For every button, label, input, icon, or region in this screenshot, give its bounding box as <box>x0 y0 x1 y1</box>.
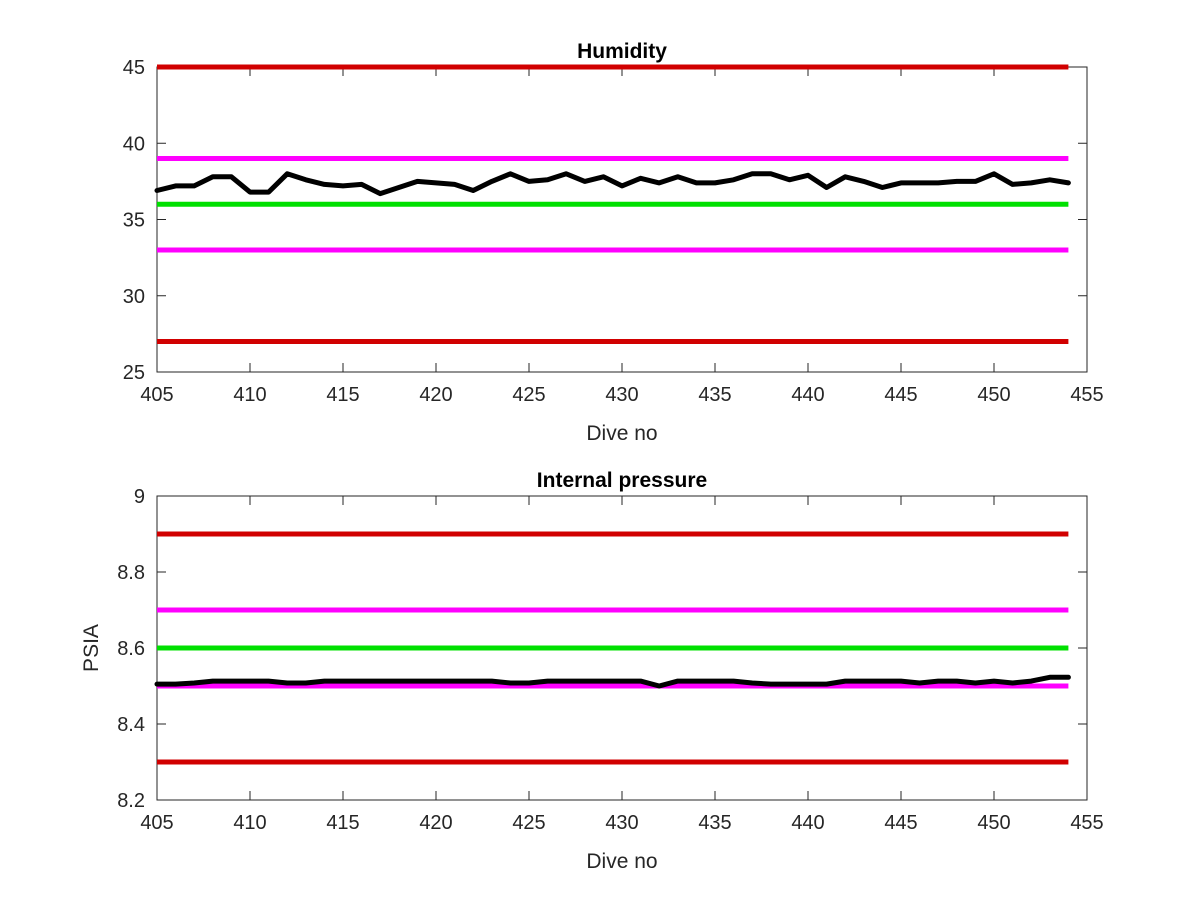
x-tick-label: 450 <box>977 812 1010 834</box>
x-tick-label: 420 <box>419 812 452 834</box>
y-axis-label: PSIA <box>80 624 103 672</box>
x-tick-label: 445 <box>884 812 917 834</box>
x-tick-label: 455 <box>1070 812 1103 834</box>
x-tick-label: 410 <box>233 812 266 834</box>
y-tick-label: 8.6 <box>117 638 145 660</box>
x-tick-label: 430 <box>605 384 638 406</box>
data-series-line <box>154 674 1071 689</box>
chart-panel-1: 405 410 415 420 425 430 435 440 445 450 455 25 30 35 4… <box>123 40 1104 445</box>
y-tick-label: 8.4 <box>117 714 145 736</box>
x-tick-label: 440 <box>791 812 824 834</box>
x-tick-label: 410 <box>233 384 266 406</box>
y-tick-label: 8.2 <box>117 790 145 812</box>
x-axis-label: Dive no <box>586 422 657 445</box>
x-tick-label: 405 <box>140 384 173 406</box>
x-tick-label: 440 <box>791 384 824 406</box>
x-tick-label: 415 <box>326 812 359 834</box>
chart-title: Internal pressure <box>537 469 707 492</box>
x-tick-label: 425 <box>512 812 545 834</box>
x-tick-label: 415 <box>326 384 359 406</box>
axes-box <box>156 66 1088 373</box>
y-tick-label: 30 <box>123 286 145 308</box>
x-tick-label: 435 <box>698 812 731 834</box>
y-tick-label: 45 <box>123 57 145 79</box>
y-tick-label: 9 <box>134 486 145 508</box>
x-tick-label: 455 <box>1070 384 1103 406</box>
x-tick-label: 405 <box>140 812 173 834</box>
data-series-line <box>154 171 1071 197</box>
x-tick-label: 430 <box>605 812 638 834</box>
x-tick-label: 445 <box>884 384 917 406</box>
x-tick-label: 435 <box>698 384 731 406</box>
x-axis-label: Dive no <box>586 850 657 873</box>
y-tick-label: 40 <box>123 133 145 155</box>
x-tick-label: 425 <box>512 384 545 406</box>
y-tick-label: 8.8 <box>117 562 145 584</box>
y-tick-label: 25 <box>123 362 145 384</box>
chart-panel-2: 405 410 415 420 425 430 435 440 445 450 455 8.2 8.4 8… <box>80 469 1104 873</box>
x-tick-label: 420 <box>419 384 452 406</box>
chart-title: Humidity <box>577 40 667 63</box>
y-tick-label: 35 <box>123 210 145 232</box>
x-tick-label: 450 <box>977 384 1010 406</box>
